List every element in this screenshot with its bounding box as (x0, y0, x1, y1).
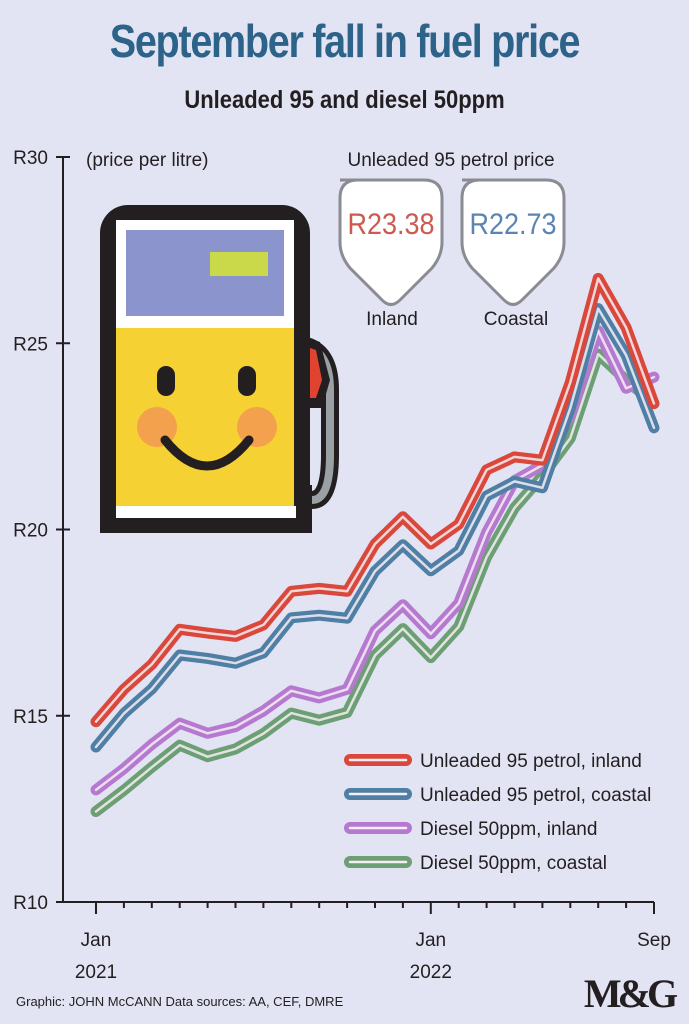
inland-price: R23.38 (348, 208, 435, 242)
credit-line: Graphic: JOHN McCANN Data sources: AA, C… (16, 994, 344, 1009)
petrol-price-callout: Unleaded 95 petrol price R23.38 R22.73 I… (338, 150, 566, 330)
legend-label: Unleaded 95 petrol, inland (420, 751, 642, 772)
y-tick-label: R30 (13, 148, 48, 169)
chart-title: September fall in fuel price (109, 15, 581, 67)
legend-item: Unleaded 95 petrol, inland (344, 751, 642, 772)
callout-heading: Unleaded 95 petrol price (347, 150, 554, 171)
legend-label: Diesel 50ppm, coastal (420, 853, 607, 874)
coastal-price-badge: R22.73 (460, 178, 566, 306)
inland-label: Inland (366, 309, 418, 330)
x-tick-label: Jan (81, 930, 112, 951)
series-line-highlight (94, 277, 656, 723)
inland-price-badge: R23.38 (338, 178, 444, 306)
legend: Unleaded 95 petrol, inland Unleaded 95 pe… (344, 751, 651, 874)
chart-subtitle: Unleaded 95 and diesel 50ppm (184, 86, 505, 114)
x-tick-label: Sep (637, 930, 671, 951)
legend-item: Diesel 50ppm, coastal (344, 853, 607, 874)
mg-logo: M&G (584, 971, 680, 1014)
legend-item: Unleaded 95 petrol, coastal (344, 785, 651, 806)
x-tick-year-label: 2021 (75, 962, 117, 983)
series-1 (90, 303, 660, 753)
series-line-highlight (94, 307, 656, 749)
coastal-price: R22.73 (470, 208, 557, 242)
x-tick-year-label: 2022 (410, 962, 452, 983)
series-lines (90, 272, 660, 817)
fuel-pump-icon (100, 205, 339, 533)
legend-label: Unleaded 95 petrol, coastal (420, 785, 651, 806)
y-tick-label: R20 (13, 521, 48, 542)
legend-label: Diesel 50ppm, inland (420, 819, 597, 840)
legend-item: Diesel 50ppm, inland (344, 819, 597, 840)
y-tick-label: R25 (13, 334, 48, 355)
y-tick-label: R10 (13, 893, 48, 914)
y-tick-label: R15 (13, 707, 48, 728)
x-tick-label: Jan (415, 930, 446, 951)
x-ticks: Jan 2021 Jan 2022 Sep (75, 902, 671, 983)
y-ticks: R10 R15 R20 R25 R30 (13, 148, 70, 914)
logo-text: M&G (584, 971, 678, 1014)
y-axis-label: (price per litre) (86, 150, 208, 171)
series-0 (90, 272, 660, 728)
coastal-label: Coastal (484, 309, 548, 330)
